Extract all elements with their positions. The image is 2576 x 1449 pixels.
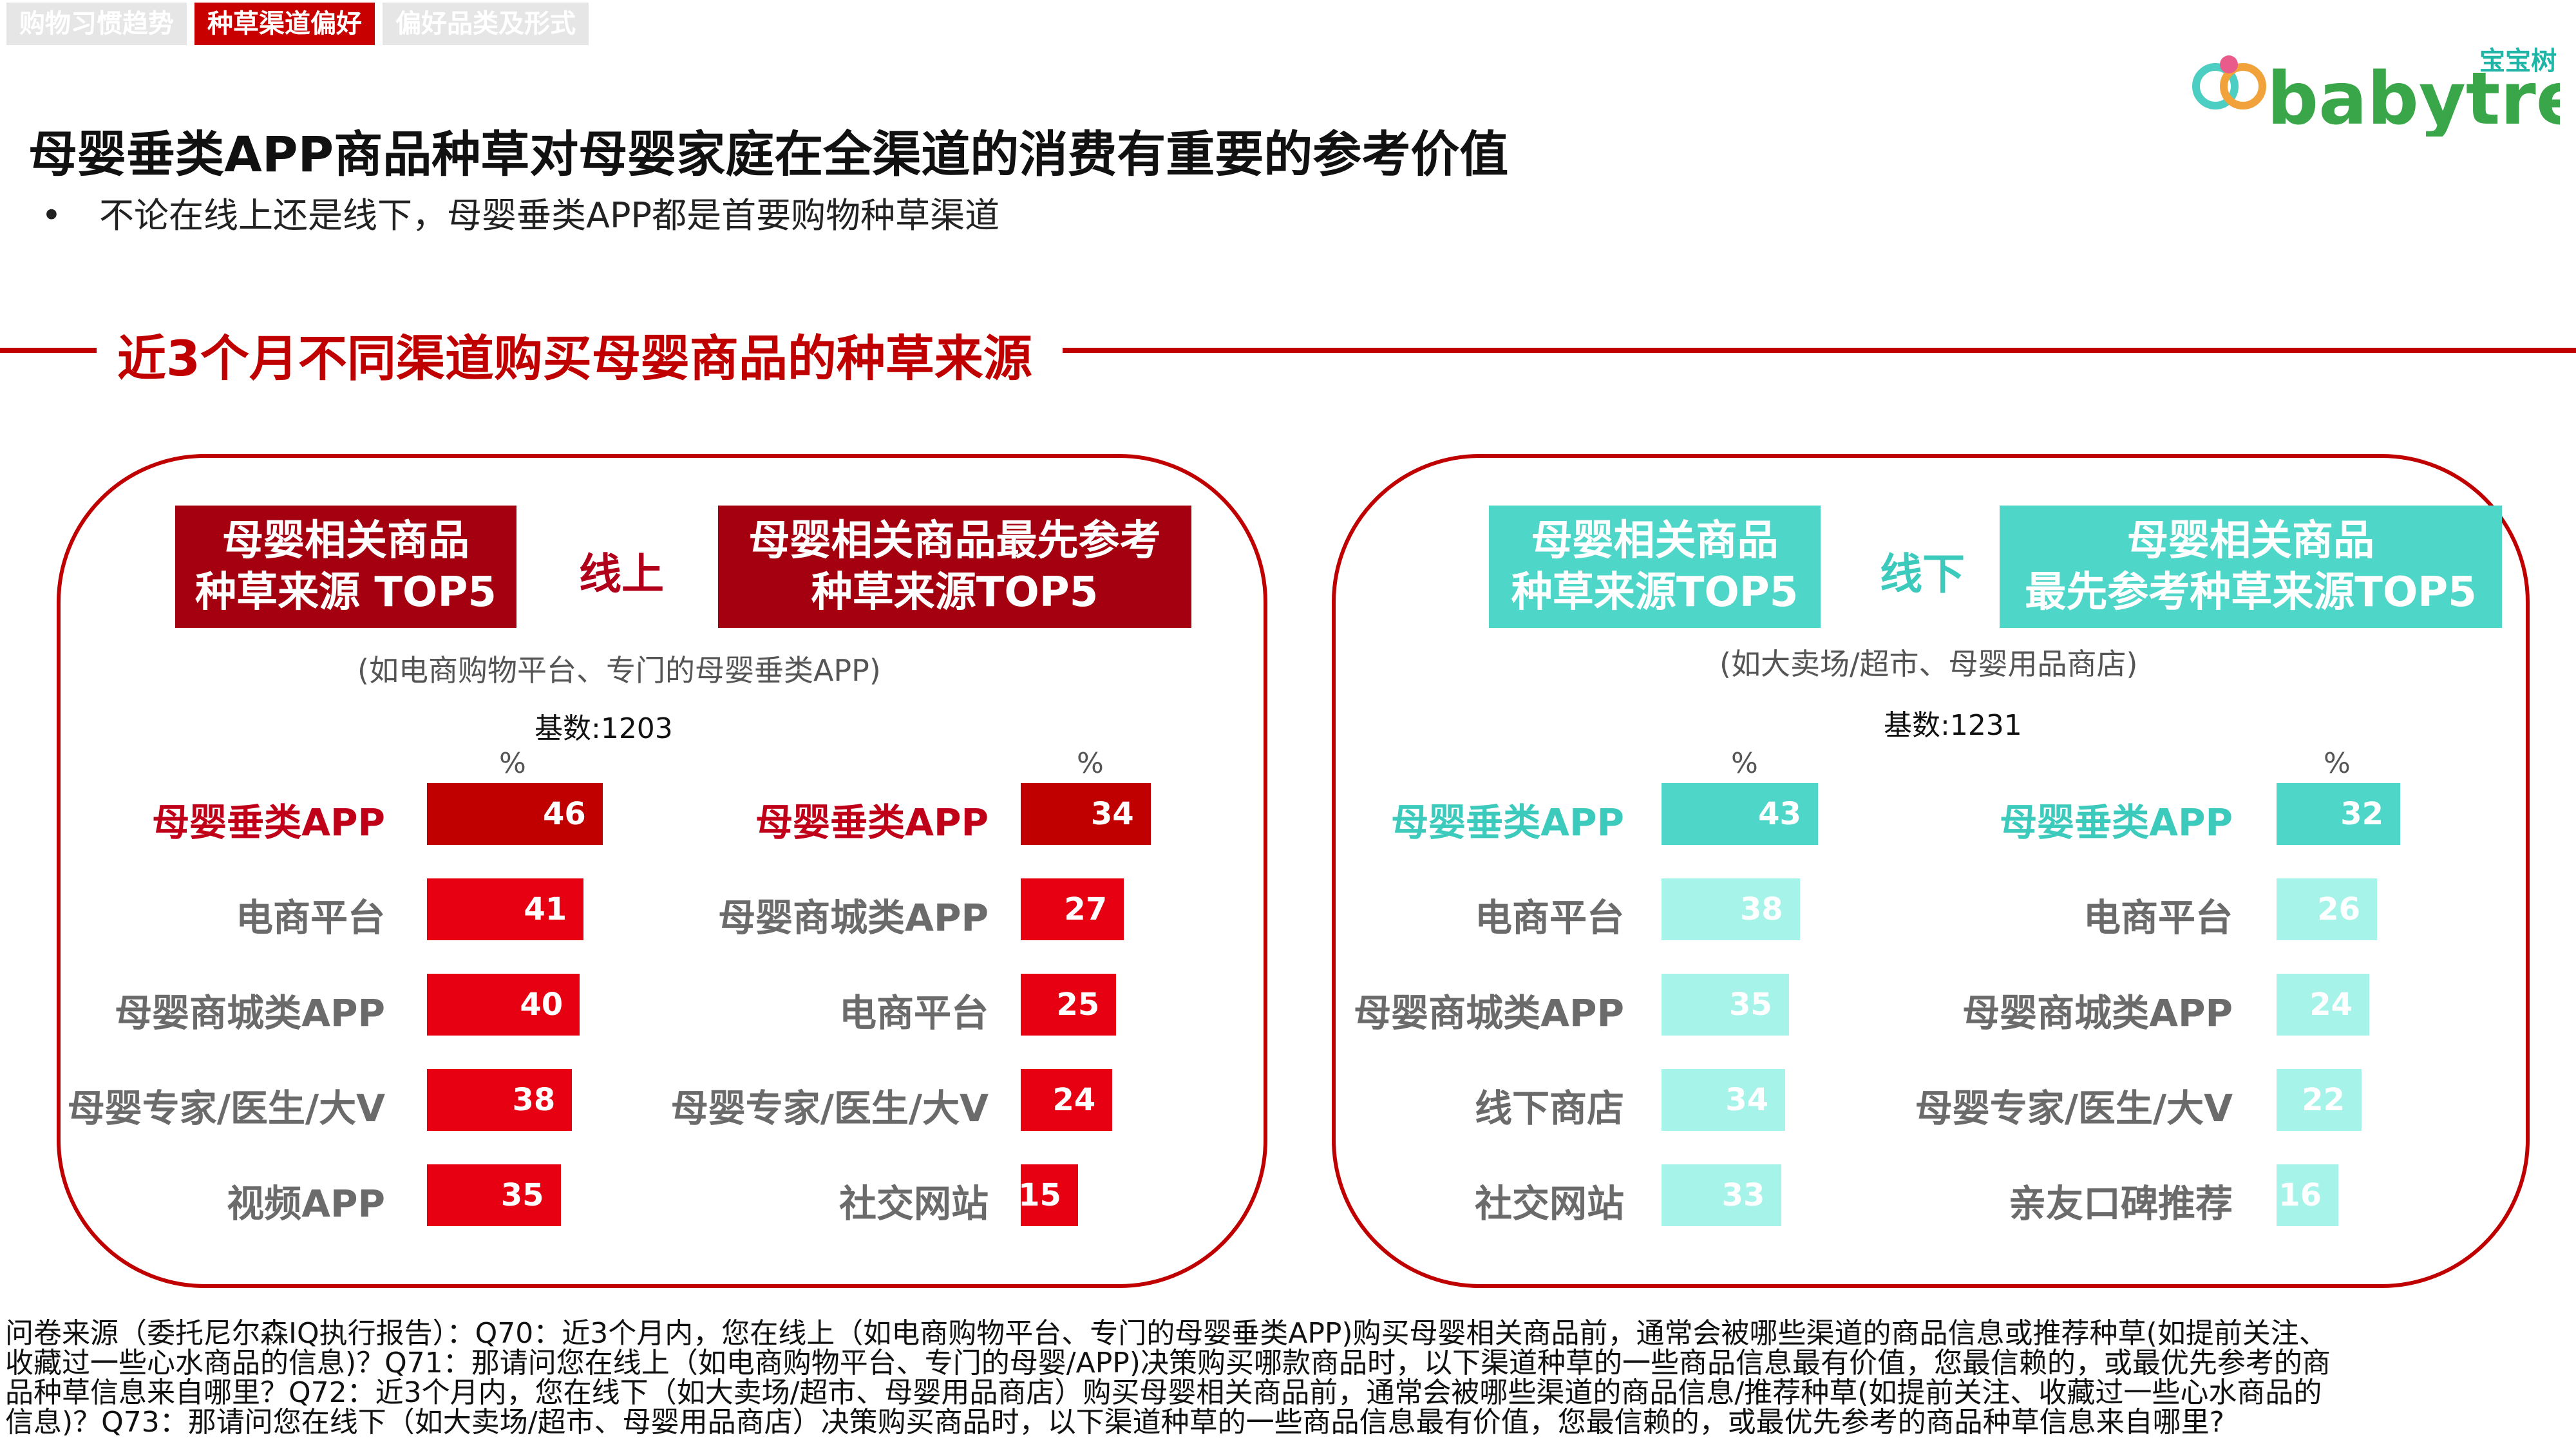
tab-shopping-trend[interactable]: 购物习惯趋势 <box>6 3 187 45</box>
offline-first-ref-bar <box>2277 974 2369 1036</box>
online-sources-label: 视频APP <box>227 1182 385 1226</box>
offline-first-ref-value: 24 <box>2309 987 2353 1023</box>
online-sources-bar <box>427 783 603 845</box>
offline-box-sources-line1: 母婴相关商品 <box>1531 517 1779 565</box>
offline-first-ref-label: 母婴专家/医生/大V <box>1915 1086 2233 1130</box>
nav-tabs: 购物习惯趋势 种草渠道偏好 偏好品类及形式 <box>6 3 589 45</box>
online-sources-bar <box>427 1069 573 1131</box>
online-pct-left: % <box>499 747 526 780</box>
offline-first-ref-bar <box>2277 1164 2338 1226</box>
online-first-ref-label: 母婴商城类APP <box>718 896 989 940</box>
online-sources-label: 母婴垂类APP <box>152 800 385 844</box>
offline-sources-value: 38 <box>1739 891 1783 927</box>
online-first-ref-value: 27 <box>1064 891 1108 927</box>
offline-sources-bar <box>1662 974 1789 1036</box>
online-base: 基数:1203 <box>535 712 673 745</box>
offline-sources-bar <box>1662 1164 1782 1226</box>
offline-sources-value: 34 <box>1725 1082 1769 1118</box>
offline-first-ref-value: 32 <box>2340 796 2383 832</box>
online-note: (如电商购物平台、专门的母婴垂类APP) <box>357 653 881 688</box>
bullet-text: 不论在线上还是线下，母婴垂类APP都是首要购物种草渠道 <box>99 195 1000 236</box>
offline-box-sources: 母婴相关商品 种草来源TOP5 <box>1489 506 1821 628</box>
offline-pct-left: % <box>1731 747 1758 780</box>
bullet-line: • 不论在线上还是线下，母婴垂类APP都是首要购物种草渠道 <box>41 187 999 238</box>
online-first-ref-label: 母婴专家/医生/大V <box>670 1086 989 1130</box>
online-first-ref-bar <box>1021 783 1151 845</box>
online-box-sources: 母婴相关商品 种草来源 TOP5 <box>175 506 516 628</box>
page-headline: 母婴垂类APP商品种草对母婴家庭在全渠道的消费有重要的参考价值 <box>28 126 1509 183</box>
online-sources-value: 40 <box>520 987 564 1023</box>
footer-source-note: 问卷来源（委托尼尔森IQ执行报告）：Q70：近3个月内，您在线上（如电商购物平台… <box>5 1317 2331 1439</box>
offline-first-ref-bar <box>2277 878 2377 940</box>
offline-first-ref-label: 母婴商城类APP <box>1962 991 2233 1035</box>
online-first-ref-label: 社交网站 <box>838 1182 989 1226</box>
online-sources-bar <box>427 1164 561 1226</box>
offline-sources-value: 43 <box>1758 796 1801 832</box>
online-sources-value: 46 <box>542 796 586 832</box>
offline-first-ref-label: 母婴垂类APP <box>2000 800 2233 844</box>
online-sources-value: 41 <box>524 891 567 927</box>
online-sources-value: 38 <box>512 1082 556 1118</box>
online-box-sources-line1: 母婴相关商品 <box>222 517 469 565</box>
offline-first-ref-label: 电商平台 <box>2083 896 2233 940</box>
babytree-logo: 宝宝树 babytree <box>2192 46 2560 137</box>
online-box-sources-line2: 种草来源 TOP5 <box>195 569 497 616</box>
offline-sources-bar <box>1662 878 1800 940</box>
offline-box-first-ref-line2: 最先参考种草来源TOP5 <box>2025 569 2477 616</box>
offline-sources-value: 35 <box>1728 987 1772 1023</box>
offline-sources-value: 33 <box>1721 1177 1765 1213</box>
offline-label: 线下 <box>1880 549 1965 599</box>
offline-sources-label: 母婴垂类APP <box>1391 800 1624 844</box>
online-sources-bar <box>427 878 584 940</box>
online-pct-right: % <box>1077 747 1104 780</box>
offline-sources-bar <box>1662 1069 1786 1131</box>
online-label: 线上 <box>579 549 664 599</box>
offline-sources-label: 社交网站 <box>1474 1182 1624 1226</box>
bullet-marker: • <box>41 195 62 236</box>
online-sources-bar <box>427 974 580 1036</box>
online-first-ref-value: 24 <box>1052 1082 1096 1118</box>
online-box-first-ref: 母婴相关商品最先参考 种草来源TOP5 <box>718 506 1191 628</box>
section-rule-left <box>0 348 97 353</box>
online-box-first-ref-line2: 种草来源TOP5 <box>811 569 1099 616</box>
offline-box-first-ref-line1: 母婴相关商品 <box>2127 517 2374 565</box>
online-box-first-ref-line1: 母婴相关商品最先参考 <box>748 517 1161 565</box>
online-first-ref-value: 25 <box>1056 987 1100 1023</box>
online-first-ref-bar <box>1021 878 1124 940</box>
offline-first-ref-label: 亲友口碑推荐 <box>2008 1182 2233 1226</box>
online-first-ref-bar <box>1021 1069 1113 1131</box>
online-first-ref-bar <box>1021 1164 1078 1226</box>
section-title: 近3个月不同渠道购买母婴商品的种草来源 <box>117 330 1032 387</box>
offline-pct-right: % <box>2324 747 2351 780</box>
tab-category-preference[interactable]: 偏好品类及形式 <box>383 3 589 45</box>
offline-sources-bar <box>1662 783 1818 845</box>
offline-sources-label: 母婴商城类APP <box>1354 991 1624 1035</box>
tab-channel-preference[interactable]: 种草渠道偏好 <box>194 3 375 45</box>
online-first-ref-bar <box>1021 974 1117 1036</box>
online-sources-value: 35 <box>500 1177 544 1213</box>
online-first-ref-label: 电商平台 <box>838 991 989 1035</box>
section-rule-right <box>1063 348 2576 353</box>
online-sources-label: 电商平台 <box>235 896 385 940</box>
logo-cn-text: 宝宝树 <box>2479 46 2557 76</box>
online-first-ref-label: 母婴垂类APP <box>755 800 989 844</box>
offline-first-ref-value: 16 <box>2278 1177 2322 1213</box>
offline-first-ref-bar <box>2277 783 2400 845</box>
online-sources-label: 母婴专家/医生/大V <box>67 1086 385 1130</box>
offline-first-ref-bar <box>2277 1069 2362 1131</box>
offline-first-ref-value: 22 <box>2302 1082 2345 1118</box>
offline-sources-label: 线下商店 <box>1474 1086 1624 1130</box>
offline-note: (如大卖场/超市、母婴用品商店) <box>1719 647 2138 681</box>
offline-base: 基数:1231 <box>1884 709 2022 742</box>
offline-box-sources-line2: 种草来源TOP5 <box>1511 569 1799 616</box>
online-first-ref-value: 15 <box>1018 1177 1061 1213</box>
offline-sources-label: 电商平台 <box>1474 896 1624 940</box>
online-sources-label: 母婴商城类APP <box>115 991 385 1035</box>
offline-box-first-ref: 母婴相关商品 最先参考种草来源TOP5 <box>2000 506 2502 628</box>
offline-first-ref-value: 26 <box>2317 891 2360 927</box>
logo-en-text: babytree <box>2267 57 2560 137</box>
online-first-ref-value: 34 <box>1090 796 1134 832</box>
